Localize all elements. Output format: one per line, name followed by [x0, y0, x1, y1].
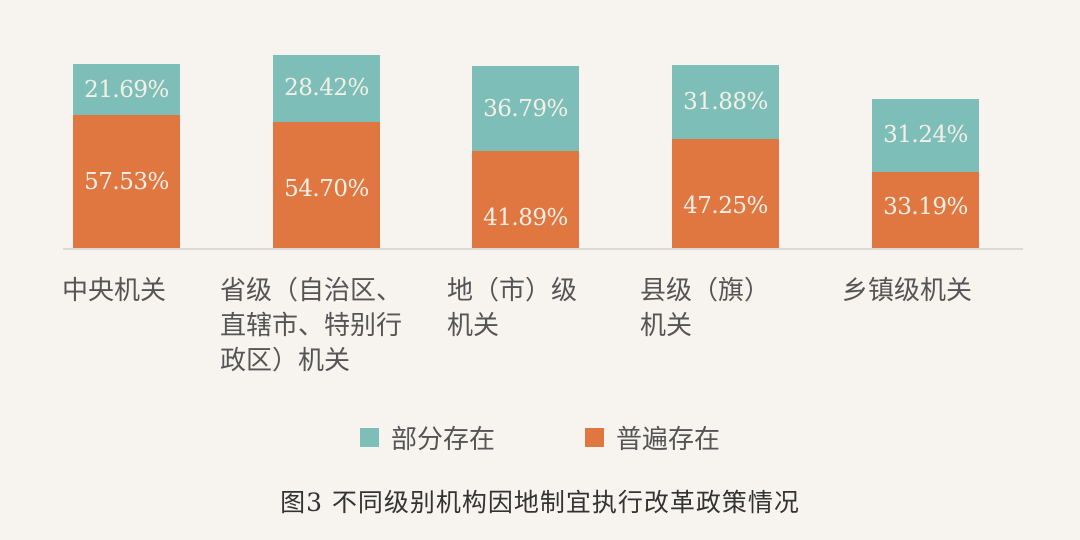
- legend-swatch-widespread: [585, 428, 604, 447]
- bar-segment-widespread: 41.89%: [472, 151, 579, 249]
- legend-label-partial: 部分存在: [390, 425, 495, 455]
- category-label-line: 直辖市、特别行: [220, 311, 403, 341]
- plot-area: 57.53% 21.69% 54.70% 28.42% 41.89% 36.79% 47.2…: [63, 40, 1023, 249]
- bar-segment-partial: 31.88%: [672, 64, 779, 139]
- x-axis-line: [63, 248, 1023, 250]
- category-label: 乡镇级机关: [842, 274, 972, 309]
- bar-segment-partial: 36.79%: [472, 65, 579, 152]
- category-label: 中央机关: [62, 274, 166, 309]
- bar-segment-partial: 21.69%: [73, 64, 180, 115]
- legend: 部分存在 普遍存在: [0, 419, 1080, 456]
- legend-swatch-partial: [359, 428, 379, 447]
- category-label-line: 地（市）级: [447, 276, 578, 306]
- bar-segment-partial: 28.42%: [273, 55, 380, 122]
- figure-caption: 图3 不同级别机构因地制宜执行改革政策情况: [280, 488, 800, 517]
- category-label-line: 县级（旗）: [640, 276, 771, 306]
- bar-segment-widespread: 47.25%: [672, 138, 779, 249]
- bar-segment-widespread: 54.70%: [273, 121, 380, 249]
- bar-group: 33.19% 31.24%: [872, 98, 979, 249]
- legend-item-widespread: 普遍存在: [585, 419, 720, 456]
- legend-label-widespread: 普遍存在: [616, 425, 721, 455]
- bar-segment-partial: 31.24%: [872, 98, 979, 172]
- bar-segment-widespread: 57.53%: [73, 114, 180, 249]
- category-label-line: 中央机关: [62, 276, 167, 306]
- bar-group: 54.70% 28.42%: [273, 55, 380, 249]
- bar-group: 57.53% 21.69%: [73, 64, 180, 249]
- category-label: 地（市）级机关: [447, 274, 577, 344]
- category-label-line: 省级（自治区、: [220, 276, 403, 306]
- legend-item-partial: 部分存在: [359, 419, 495, 456]
- bar-segment-widespread: 33.19%: [872, 171, 979, 249]
- category-label-line: 乡镇级机关: [842, 276, 973, 306]
- category-label-line: 机关: [447, 311, 500, 341]
- bar-group: 47.25% 31.88%: [672, 64, 779, 249]
- category-label-line: 机关: [640, 311, 693, 341]
- bar-group: 41.89% 36.79%: [472, 65, 579, 249]
- category-label-line: 政区）机关: [220, 346, 351, 376]
- category-label: 县级（旗） 机关: [640, 274, 770, 344]
- category-label: 省级（自治区、 直辖市、特别行 政区）机关: [220, 274, 402, 379]
